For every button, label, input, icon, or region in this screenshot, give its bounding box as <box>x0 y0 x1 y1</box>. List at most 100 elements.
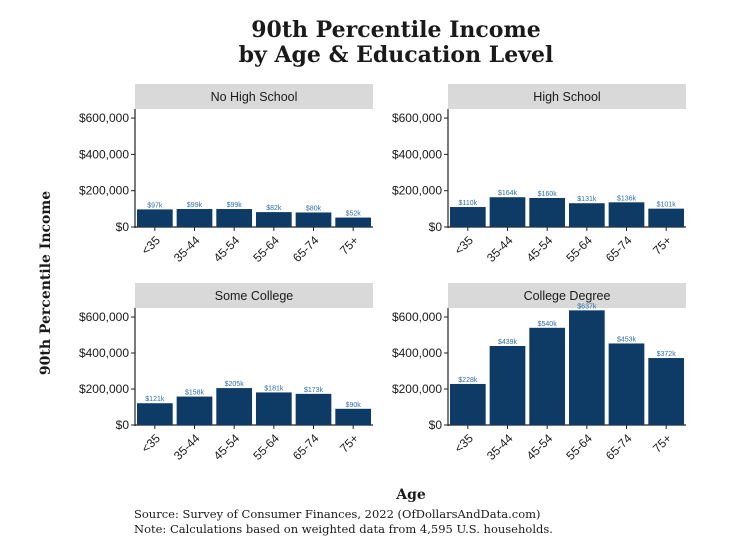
x-tick-label: 65-74 <box>603 233 635 265</box>
panel-strip-label: No High School <box>211 90 298 104</box>
bar-data-label: $82k <box>266 205 282 212</box>
bar <box>449 383 486 425</box>
x-tick-label: 35-44 <box>171 431 203 463</box>
bar <box>176 209 213 227</box>
bar <box>489 345 526 425</box>
bar <box>335 408 372 425</box>
y-tick-label: $600,000 <box>392 111 442 125</box>
bar-data-label: $121k <box>145 396 165 403</box>
bar-data-label: $205k <box>225 381 245 388</box>
x-tick-label: <35 <box>452 431 477 456</box>
bar-data-label: $164k <box>498 190 518 197</box>
y-tick-label: $600,000 <box>79 310 129 324</box>
y-tick-label: $0 <box>429 220 443 234</box>
bar-data-label: $110k <box>459 200 478 207</box>
y-tick-label: $400,000 <box>392 346 442 360</box>
x-tick-label: <35 <box>139 233 164 258</box>
bar-data-label: $372k <box>657 351 677 358</box>
y-tick-label: $200,000 <box>392 382 442 396</box>
source-note-line-1: Source: Survey of Consumer Finances, 202… <box>134 507 541 521</box>
bar <box>216 209 253 227</box>
bar-data-label: $228k <box>458 377 478 384</box>
bar <box>255 392 292 425</box>
bar-data-label: $99k <box>187 202 203 209</box>
panel-strip <box>448 84 686 109</box>
bar <box>568 203 605 227</box>
bar-data-label: $136k <box>617 195 637 202</box>
bar <box>449 207 486 227</box>
panel-some-college: Some College $0 $200,000 $400,000 $600,000 $1… <box>79 283 373 463</box>
bar <box>648 208 685 227</box>
panel-high-school: High School $0 $200,000 $400,000 $600,000 $11… <box>392 84 686 265</box>
x-tick-label: <35 <box>139 431 164 456</box>
y-tick-label: $0 <box>429 418 443 432</box>
panel-strip-label: Some College <box>215 289 294 303</box>
x-tick-label: 45-54 <box>524 431 556 463</box>
x-tick-label: 65-74 <box>290 233 322 265</box>
bar <box>489 197 526 227</box>
bar-data-label: $540k <box>538 321 558 328</box>
y-tick-label: $0 <box>116 220 130 234</box>
panel-strip <box>448 283 686 308</box>
bar <box>648 358 685 425</box>
y-tick-label: $200,000 <box>79 184 129 198</box>
bar-data-label: $131k <box>577 196 597 203</box>
bar-data-label: $158k <box>185 390 205 397</box>
x-tick-label: 35-44 <box>484 431 516 463</box>
x-tick-label: 35-44 <box>171 233 203 265</box>
x-tick-label: 45-54 <box>524 233 556 265</box>
y-tick-label: $200,000 <box>79 382 129 396</box>
y-tick-label: $400,000 <box>79 147 129 161</box>
bar <box>216 388 253 425</box>
bar <box>529 197 566 227</box>
y-tick-label: $0 <box>116 418 130 432</box>
bar-data-label: $637k <box>577 303 597 310</box>
bar-data-label: $181k <box>264 385 284 392</box>
bar-data-label: $439k <box>498 339 518 346</box>
y-tick-label: $400,000 <box>79 346 129 360</box>
panels-group: No High School $0 $200,000 $400,000 $600,000… <box>79 84 686 463</box>
source-note-line-2: Note: Calculations based on weighted dat… <box>134 522 553 536</box>
panel-no-high-school: No High School $0 $200,000 $400,000 $600,000… <box>79 84 373 265</box>
bar <box>529 327 566 425</box>
bar-data-label: $101k <box>657 202 677 209</box>
panel-strip-label: College Degree <box>524 289 611 303</box>
panel-college-degree: College Degree $0 $200,000 $400,000 $600,000… <box>392 283 686 463</box>
bar-data-label: $99k <box>227 202 243 209</box>
bar <box>136 403 173 425</box>
x-tick-label: 45-54 <box>211 233 243 265</box>
bar-data-label: $80k <box>306 205 322 212</box>
x-tick-label: 35-44 <box>484 233 516 265</box>
bar-data-label: $90k <box>346 402 362 409</box>
x-tick-label: 55-64 <box>250 233 282 265</box>
bar <box>568 310 605 425</box>
y-tick-label: $400,000 <box>392 147 442 161</box>
bar <box>335 217 372 227</box>
panel-strip <box>135 84 373 109</box>
bar <box>255 212 292 227</box>
bar-data-label: $97k <box>147 202 163 209</box>
bar-data-label: $173k <box>304 387 324 394</box>
x-tick-label: <35 <box>452 233 477 258</box>
x-tick-label: 65-74 <box>290 431 322 463</box>
bar <box>295 393 332 425</box>
bar-data-label: $453k <box>617 336 637 343</box>
bar-data-label: $52k <box>346 211 362 218</box>
x-tick-label: 45-54 <box>211 431 243 463</box>
panel-strip-label: High School <box>533 90 600 104</box>
x-tick-label: 55-64 <box>250 431 282 463</box>
x-axis-title: Age <box>395 487 426 503</box>
chart-title-line-2: by Age & Education Level <box>239 42 554 68</box>
x-tick-label: 65-74 <box>603 431 635 463</box>
bar <box>136 209 173 227</box>
x-tick-label: 75+ <box>650 233 674 257</box>
x-tick-label: 75+ <box>337 233 361 257</box>
bar <box>608 343 645 425</box>
panel-strip <box>135 283 373 308</box>
bar-data-label: $160k <box>538 191 558 198</box>
y-tick-label: $600,000 <box>392 310 442 324</box>
y-axis-title: 90th Percentile Income <box>38 191 54 375</box>
x-tick-label: 55-64 <box>563 233 595 265</box>
chart-title-line-1: 90th Percentile Income <box>251 17 541 43</box>
